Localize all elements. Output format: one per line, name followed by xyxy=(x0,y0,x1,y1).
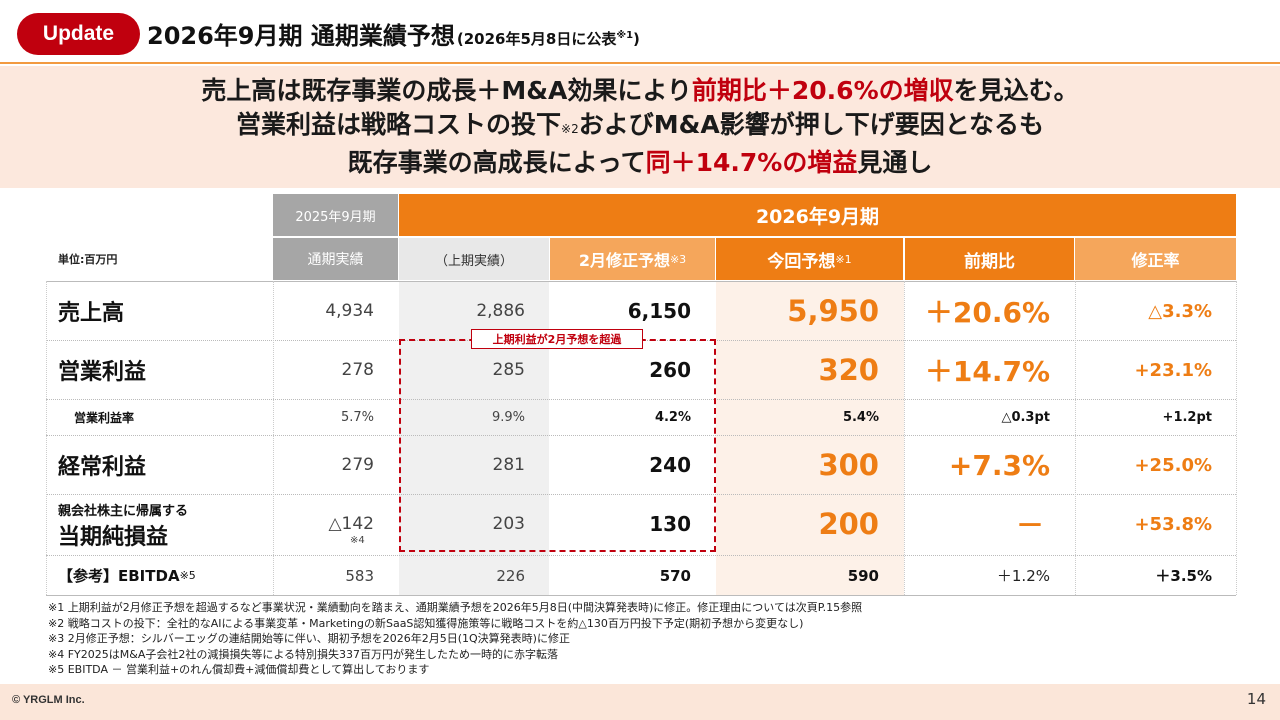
opm-revision: +1.2pt xyxy=(1162,410,1212,425)
net-actual-note: ※4 xyxy=(350,535,365,546)
footnote: ※3 2月修正予想：シルバーエッグの連結開始等に伴い、期初予想を2026年2月5… xyxy=(48,632,570,645)
op-current: 320 xyxy=(818,353,879,387)
headline-line-1: 売上高は既存事業の成長＋M&A効果により前期比＋20.6%の増収を見込む。 xyxy=(201,76,1079,105)
opm-actual: 5.7% xyxy=(340,410,374,425)
footnote: ※4 FY2025はM&A子会社2社の減損損失等による特別損失337百万円が発生… xyxy=(48,647,559,661)
sales-h1: 2,886 xyxy=(476,301,525,321)
title-subtitle: (2026年5月8日に公表※1) xyxy=(456,30,640,48)
ebitda-h1: 226 xyxy=(496,566,525,585)
op-revision: +23.1% xyxy=(1134,359,1212,381)
col-feb-header: 2月修正予想 ※3 xyxy=(550,238,715,280)
net-revision: +53.8% xyxy=(1134,513,1212,535)
col-current-header: 今回予想 ※1 xyxy=(716,238,903,280)
page-number: 14 xyxy=(1246,690,1266,708)
row-line xyxy=(46,494,1236,495)
col-yoy-header: 前期比 xyxy=(905,238,1074,280)
sales-yoy: ＋20.6% xyxy=(924,296,1050,329)
op-actual: 278 xyxy=(341,360,374,380)
page-title: 2026年9月期 通期業績予想 (2026年5月8日に公表※1) xyxy=(147,16,640,56)
h1-exceed-highlight xyxy=(399,339,716,552)
copyright: © YRGLM Inc. xyxy=(12,694,85,706)
net-h1: 203 xyxy=(492,514,525,534)
footnote: ※5 EBITDA － 営業利益+のれん償却費+減価償却費として算出しております xyxy=(48,663,430,676)
headline-line-3: 既存事業の高成長によって同＋14.7%の増益見通し xyxy=(347,148,933,177)
ord-feb: 240 xyxy=(649,453,691,477)
footnote: ※1 上期利益が2月修正予想を超過するなど事業状況・業績動向を踏まえ、通期業績予… xyxy=(48,601,863,614)
ebitda-current: 590 xyxy=(847,566,879,585)
opm-h1: 9.9% xyxy=(491,410,525,425)
ord-current: 300 xyxy=(818,448,879,482)
row-label-operating-margin: 営業利益率 xyxy=(74,411,135,425)
col-revision-header: 修正率 xyxy=(1075,238,1236,280)
unit-label: 単位:百万円 xyxy=(58,253,118,266)
sales-actual: 4,934 xyxy=(325,301,374,321)
row-label-sales: 売上高 xyxy=(58,301,125,326)
net-actual: △142 xyxy=(328,514,374,534)
footnotes: ※1 上期利益が2月修正予想を超過するなど事業状況・業績動向を踏まえ、通期業績予… xyxy=(48,600,862,678)
net-yoy: － xyxy=(1015,509,1044,542)
ebitda-revision: ＋3.5% xyxy=(1155,567,1212,585)
col-line xyxy=(1075,281,1076,595)
ord-h1: 281 xyxy=(492,455,525,475)
col-line xyxy=(1236,281,1237,595)
update-badge: Update xyxy=(17,13,140,55)
footnote: ※2 戦略コストの投下：全社的なAIによる事業変革・Marketingの新Saa… xyxy=(48,616,804,630)
row-line xyxy=(46,435,1236,436)
fy2025-header: 2025年9月期 xyxy=(273,194,398,236)
op-h1: 285 xyxy=(492,360,525,380)
row-label-ebitda: 【参考】EBITDA ※5 xyxy=(58,567,196,585)
title-main: 2026年9月期 通期業績予想 xyxy=(147,22,455,50)
ord-revision: +25.0% xyxy=(1134,454,1212,476)
h1-exceed-callout: 上期利益が2月予想を超過 xyxy=(471,329,643,349)
col-h1-header: （上期実績） xyxy=(399,238,549,280)
net-current: 200 xyxy=(818,507,879,541)
col-line xyxy=(46,281,47,595)
sales-revision: △3.3% xyxy=(1148,300,1212,322)
opm-current: 5.4% xyxy=(842,410,879,425)
net-feb: 130 xyxy=(649,512,691,536)
headline-summary: 売上高は既存事業の成長＋M&A効果により前期比＋20.6%の増収を見込む。 営業… xyxy=(0,66,1280,188)
col-line xyxy=(904,281,905,595)
row-line xyxy=(46,555,1236,556)
ord-actual: 279 xyxy=(341,455,374,475)
sales-current: 5,950 xyxy=(787,294,879,328)
opm-yoy: △0.3pt xyxy=(1001,410,1050,425)
row-label-ordinary-profit: 経常利益 xyxy=(58,455,147,480)
col-line xyxy=(273,281,274,595)
row-line xyxy=(46,595,1236,596)
row-label-net-income: 親会社株主に帰属する 当期純損益 xyxy=(58,503,189,550)
op-feb: 260 xyxy=(649,358,691,382)
ord-yoy: +7.3% xyxy=(948,448,1050,482)
op-yoy: ＋14.7% xyxy=(924,355,1050,388)
row-label-operating-profit: 営業利益 xyxy=(58,360,147,385)
ebitda-feb: 570 xyxy=(659,566,691,585)
ebitda-yoy: ＋1.2% xyxy=(996,567,1050,585)
row-line xyxy=(46,399,1236,400)
col-actual-header: 通期実績 xyxy=(273,238,398,280)
header-divider xyxy=(0,62,1280,64)
headline-line-2: 営業利益は戦略コストの投下※2およびM&A影響が押し下げ要因となるも xyxy=(236,110,1044,139)
footer-band xyxy=(0,684,1280,720)
fy2026-header: 2026年9月期 xyxy=(399,194,1236,236)
opm-feb: 4.2% xyxy=(654,410,691,425)
ebitda-actual: 583 xyxy=(345,566,374,585)
row-line xyxy=(46,281,1236,282)
current-forecast-column-bg xyxy=(716,281,904,595)
sales-feb: 6,150 xyxy=(627,299,691,323)
